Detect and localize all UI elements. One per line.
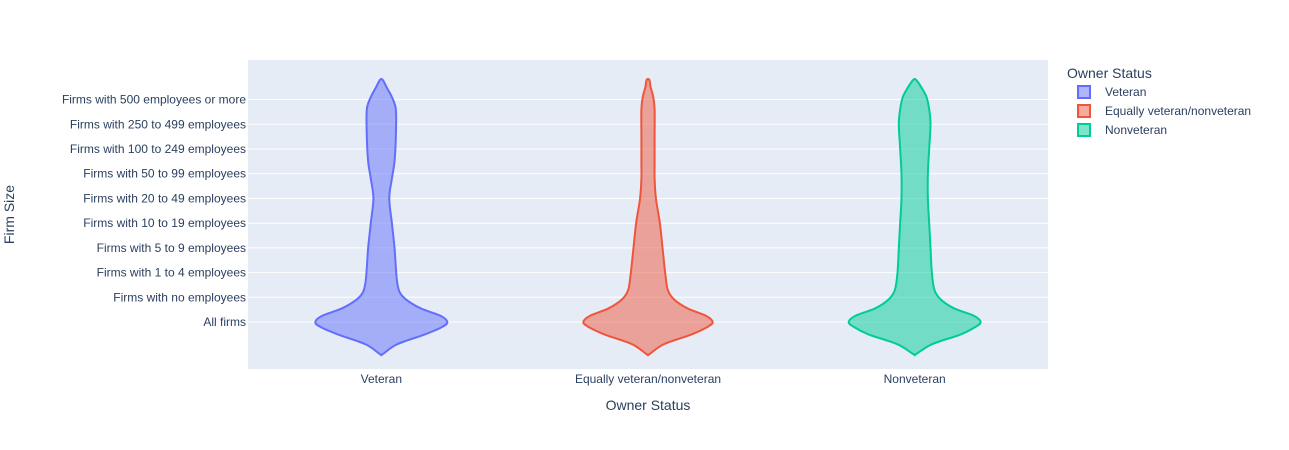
y-tick-labels: All firms Firms with no employees Firms wi… [62,93,246,329]
violin-equally-veteran-nonveteran [582,77,714,357]
legend-title: Owner Status [1067,65,1152,81]
y-tick-label: Firms with 50 to 99 employees [83,167,246,181]
y-tick-label: Firms with 500 employees or more [62,93,246,107]
y-tick-label: Firms with 10 to 19 employees [83,216,246,230]
violin-veteran [314,77,449,357]
legend-swatch [1077,104,1091,118]
legend-label: Nonveteran [1105,123,1167,137]
legend-item[interactable]: Veteran [1077,85,1146,99]
y-tick-label: Firms with 100 to 249 employees [70,142,246,156]
x-tick-label: Equally veteran/nonveteran [575,372,721,386]
x-axis-title: Owner Status [606,397,691,413]
x-tick-label: Nonveteran [884,372,946,386]
y-axis-title: Firm Size [1,185,17,244]
legend-label: Equally veteran/nonveteran [1105,104,1251,118]
y-tick-label: Firms with 250 to 499 employees [70,117,246,131]
violins [314,77,982,357]
y-tick-label: Firms with 20 to 49 employees [83,191,246,205]
legend: Owner Status Veteran Equally veteran/nonv… [1067,65,1251,137]
legend-item[interactable]: Nonveteran [1077,123,1167,137]
legend-label: Veteran [1105,85,1146,99]
y-tick-label: Firms with 5 to 9 employees [97,241,246,255]
y-tick-label: Firms with 1 to 4 employees [97,266,246,280]
legend-swatch [1077,123,1091,137]
y-tick-label: Firms with no employees [113,290,246,304]
legend-swatch [1077,85,1091,99]
x-tick-labels: Veteran Equally veteran/nonveteran Nonvete… [361,372,946,386]
legend-item[interactable]: Equally veteran/nonveteran [1077,104,1251,118]
y-tick-label: All firms [203,315,246,329]
violin-nonveteran [847,77,982,357]
x-tick-label: Veteran [361,372,402,386]
